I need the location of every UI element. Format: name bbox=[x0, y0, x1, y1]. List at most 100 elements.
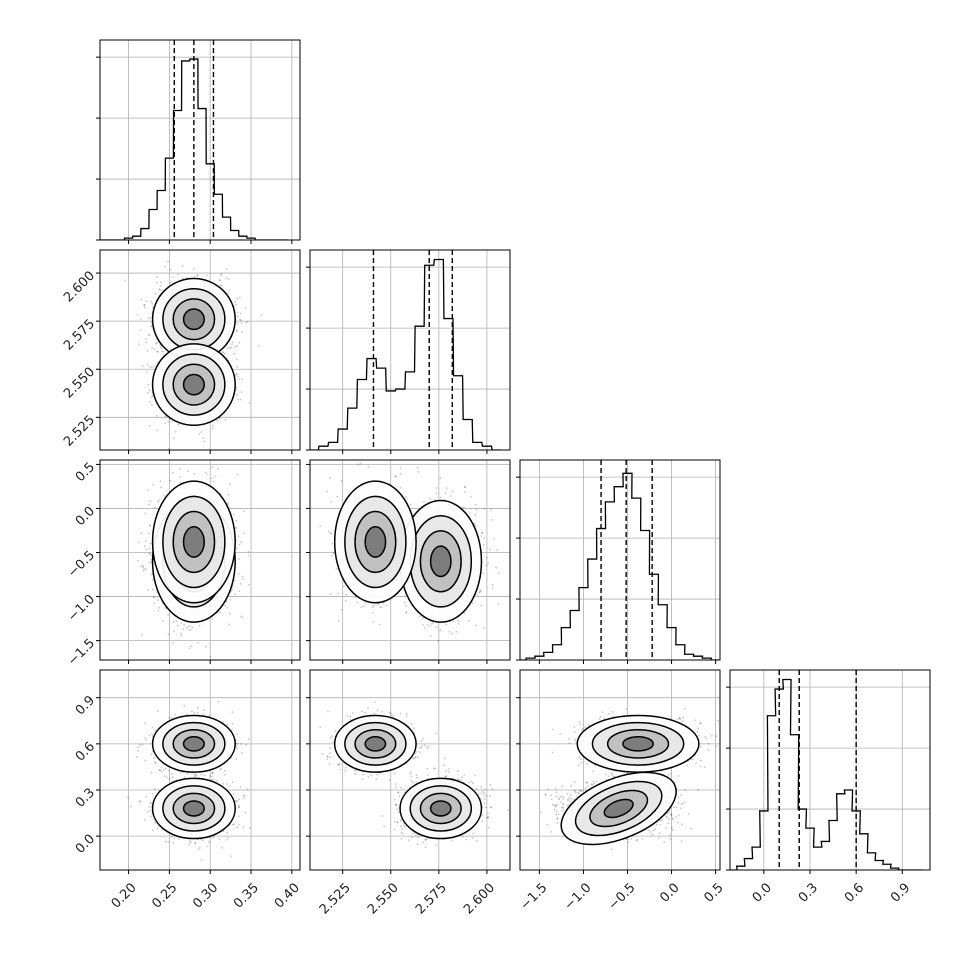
scatter-point bbox=[172, 642, 174, 645]
scatter-point bbox=[228, 612, 231, 615]
ticks bbox=[306, 266, 488, 454]
scatter-point bbox=[248, 402, 251, 404]
scatter-point bbox=[225, 277, 228, 279]
scatter-point bbox=[220, 274, 222, 277]
scatter-point bbox=[236, 393, 238, 396]
scatter-point bbox=[214, 475, 217, 478]
scatter-point bbox=[180, 634, 183, 637]
scatter-point bbox=[200, 431, 203, 433]
scatter-point bbox=[227, 493, 230, 496]
scatter-point bbox=[138, 343, 140, 345]
scatter-point bbox=[163, 494, 166, 497]
scatter-point bbox=[173, 630, 176, 632]
scatter-point bbox=[238, 296, 241, 299]
scatter-point bbox=[146, 489, 149, 492]
scatter-point bbox=[234, 301, 237, 303]
scatter-point bbox=[236, 311, 239, 314]
scatter-point bbox=[236, 322, 239, 325]
scatter-point bbox=[202, 436, 205, 439]
scatter-point bbox=[148, 424, 151, 427]
scatter-point bbox=[227, 278, 230, 281]
scatter-point bbox=[236, 330, 239, 333]
scatter-point bbox=[236, 473, 239, 476]
scatter-point bbox=[143, 545, 146, 547]
scatter-point bbox=[148, 400, 151, 403]
scatter-point bbox=[172, 437, 175, 440]
scatter-point bbox=[246, 320, 249, 323]
scatter-point bbox=[205, 645, 207, 648]
scatter-point bbox=[147, 589, 150, 592]
scatter-point bbox=[141, 634, 144, 636]
scatter-point bbox=[181, 265, 184, 267]
scatter-point bbox=[147, 532, 150, 535]
scatter-point bbox=[233, 346, 236, 348]
scatter-point bbox=[191, 626, 194, 629]
scatter-point bbox=[153, 365, 156, 368]
scatter-point bbox=[219, 611, 222, 614]
scatter-point bbox=[148, 525, 151, 527]
panel-content bbox=[310, 250, 502, 450]
scatter-point bbox=[153, 506, 156, 509]
scatter-point bbox=[169, 479, 171, 482]
scatter-point bbox=[243, 510, 246, 513]
scatter-point bbox=[235, 519, 238, 522]
scatter-point bbox=[142, 565, 145, 567]
scatter-point bbox=[156, 341, 159, 344]
scatter-point bbox=[147, 383, 150, 386]
scatter-point bbox=[237, 375, 240, 378]
histogram-1 bbox=[310, 258, 502, 450]
scatter-point bbox=[167, 260, 169, 263]
scatter-point bbox=[169, 281, 172, 284]
scatter-point bbox=[151, 347, 154, 349]
scatter-point bbox=[139, 329, 142, 332]
panel-content bbox=[123, 250, 263, 450]
scatter-point bbox=[146, 370, 148, 373]
scatter-point bbox=[159, 346, 162, 348]
scatter-point bbox=[233, 352, 236, 355]
scatter-point bbox=[153, 348, 156, 351]
scatter-point bbox=[238, 590, 241, 593]
scatter-point bbox=[226, 347, 229, 349]
scatter-point bbox=[151, 483, 154, 486]
scatter-point bbox=[211, 618, 214, 620]
scatter-point bbox=[145, 300, 148, 303]
panel-frame bbox=[99, 249, 301, 451]
scatter-point bbox=[234, 593, 237, 596]
contour-0-1 bbox=[172, 298, 216, 341]
scatter-point bbox=[123, 279, 126, 282]
scatter-point bbox=[238, 341, 241, 344]
scatter-point bbox=[156, 276, 159, 279]
scatter-point bbox=[136, 560, 139, 562]
grid bbox=[100, 40, 300, 241]
scatter-point bbox=[241, 378, 244, 380]
scatter-point bbox=[236, 315, 239, 318]
scatter-point bbox=[169, 268, 172, 271]
scatter-point bbox=[156, 350, 159, 353]
scatter-point bbox=[145, 341, 148, 344]
scatter-point bbox=[156, 281, 158, 284]
scatter-point bbox=[160, 284, 162, 287]
scatter-point bbox=[228, 347, 231, 349]
scatter-point bbox=[237, 398, 240, 401]
scatter-point bbox=[235, 526, 238, 529]
scatter-point bbox=[260, 314, 263, 317]
scatter-point bbox=[173, 620, 175, 623]
scatter-point bbox=[164, 415, 167, 418]
scatter-point bbox=[218, 417, 221, 420]
scatter-point bbox=[235, 539, 238, 542]
scatter-point bbox=[235, 373, 238, 376]
scatter-point bbox=[148, 334, 151, 337]
scatter-point bbox=[247, 554, 250, 557]
scatter-point bbox=[148, 503, 150, 506]
scatter-point bbox=[221, 351, 224, 353]
scatter-point bbox=[165, 607, 167, 610]
scatter-point bbox=[149, 542, 152, 545]
panel-content bbox=[136, 460, 250, 658]
scatter-point bbox=[154, 292, 157, 295]
scatter-point bbox=[225, 268, 228, 270]
scatter-point bbox=[190, 645, 193, 648]
scatter-point bbox=[145, 568, 148, 570]
scatter-point bbox=[163, 265, 166, 268]
scatter-point bbox=[236, 366, 239, 368]
scatter-point bbox=[151, 396, 153, 399]
